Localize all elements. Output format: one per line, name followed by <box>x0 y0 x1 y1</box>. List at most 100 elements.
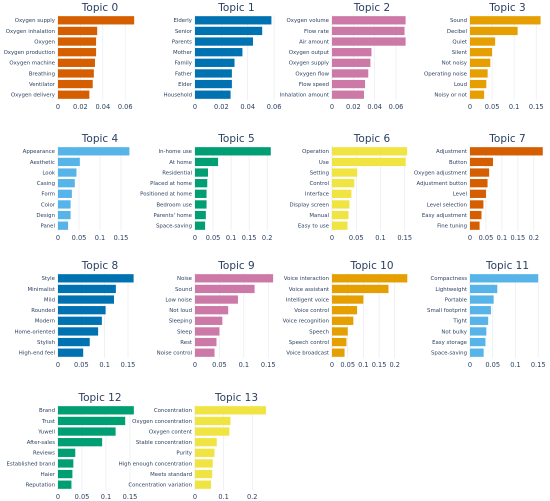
category-label: Concentration variation <box>128 483 192 489</box>
bar <box>332 306 358 315</box>
bar <box>332 48 372 57</box>
category-label: Adjustment <box>436 149 467 155</box>
x-tick-label: 0.1 <box>239 361 250 369</box>
x-tick-label: 0.05 <box>340 361 355 369</box>
topic-panel-5: Topic 5 In-home use At home Residential Plac… <box>140 133 272 242</box>
x-tick-label: 0 <box>56 493 60 501</box>
category-label: Oxygen volume <box>287 18 330 24</box>
category-label: Speech <box>309 329 329 335</box>
bar <box>58 427 116 436</box>
bar <box>332 90 364 99</box>
x-tick-label: 0 <box>193 361 197 369</box>
bar <box>470 69 488 78</box>
bar <box>470 210 482 220</box>
category-label: Elderly <box>173 18 192 24</box>
bar <box>332 221 348 230</box>
bar <box>58 69 94 78</box>
category-label: Operating noise <box>424 71 468 77</box>
category-label: Rest <box>180 340 192 346</box>
bar <box>470 179 488 188</box>
bar <box>332 295 364 304</box>
topic-panel-9: Topic 9 Noise Sound Low noise Not loud Sleepi… <box>157 260 276 369</box>
x-tick-label: 0.1 <box>497 234 508 242</box>
category-label: Easy to use <box>298 224 330 230</box>
topic-panel-0: Topic 0 Oxygen supply Oxygen inhalation Oxy… <box>4 2 135 111</box>
bar <box>58 416 126 426</box>
x-tick-label: 0.04 <box>95 103 110 111</box>
category-label: Voice control <box>294 308 329 314</box>
bar <box>58 37 97 46</box>
bar <box>195 406 266 415</box>
x-tick-label: 0.06 <box>267 103 282 111</box>
bar <box>470 48 493 57</box>
bar <box>470 168 490 177</box>
x-tick-label: 0.02 <box>214 103 229 111</box>
bar <box>195 210 206 220</box>
category-label: High-end feel <box>19 351 55 357</box>
topic-panel-12: Topic 12 Brand Trust Yuwell After-sales Revie… <box>6 392 137 501</box>
category-label: Appearance <box>23 149 56 155</box>
category-label: Household <box>163 93 192 99</box>
bar <box>58 157 80 167</box>
x-tick-label: 0.15 <box>114 234 129 242</box>
panel-title: Topic 2 <box>353 2 390 14</box>
panel-title: Topic 6 <box>353 133 391 145</box>
x-tick-label: 0.1 <box>95 234 106 242</box>
bar <box>58 480 72 489</box>
category-label: Haier <box>41 472 56 478</box>
bar <box>332 179 355 188</box>
x-tick-label: 0.1 <box>99 361 110 369</box>
x-tick-label: 0.1 <box>358 361 369 369</box>
panel-title: Topic 7 <box>488 133 525 145</box>
x-tick-label: 0 <box>330 103 334 111</box>
category-label: Oxygen delivery <box>11 93 56 99</box>
bar <box>195 168 208 177</box>
category-label: Space-saving <box>156 224 192 230</box>
category-label: Yuwell <box>37 429 55 435</box>
bar <box>58 200 71 209</box>
x-tick-label: 0 <box>330 234 334 242</box>
category-label: Elder <box>178 82 193 88</box>
category-label: Parents' home <box>153 213 192 219</box>
panel-title: Topic 12 <box>77 392 121 404</box>
x-tick-label: 0.1 <box>226 234 237 242</box>
x-tick-label: 0 <box>193 103 197 111</box>
x-tick-label: 0.2 <box>262 234 273 242</box>
category-label: Family <box>175 61 193 67</box>
x-tick-label: 0 <box>468 234 472 242</box>
bar <box>470 58 491 67</box>
x-tick-label: 0 <box>468 103 472 111</box>
category-label: Brand <box>39 408 55 414</box>
category-label: Sound <box>175 287 192 293</box>
category-label: Meets standard <box>150 472 192 478</box>
category-label: Design <box>36 213 55 219</box>
bar <box>470 79 487 89</box>
bar <box>58 448 76 457</box>
bar <box>195 221 206 230</box>
panel-title: Topic 1 <box>217 2 254 14</box>
bar <box>195 438 217 447</box>
bar <box>58 168 77 177</box>
bar <box>58 79 93 89</box>
category-label: Form <box>41 192 55 198</box>
bar <box>332 16 406 25</box>
bar <box>58 221 69 230</box>
bar <box>58 58 95 67</box>
category-label: Lightweight <box>435 287 467 293</box>
x-tick-label: 0.15 <box>123 493 138 501</box>
bar <box>470 157 493 167</box>
bar <box>58 210 71 220</box>
bar <box>470 337 486 347</box>
x-tick-label: 0.15 <box>531 361 546 369</box>
bar <box>470 348 484 357</box>
bar <box>195 274 274 283</box>
bar <box>332 189 352 198</box>
panel-title: Topic 8 <box>81 260 118 272</box>
x-tick-label: 0 <box>56 103 60 111</box>
x-tick-label: 0 <box>56 234 60 242</box>
category-label: Residential <box>162 170 192 176</box>
x-tick-label: 0.05 <box>485 361 500 369</box>
x-tick-label: 0.04 <box>240 103 255 111</box>
bar <box>332 337 347 347</box>
category-label: Parents <box>172 39 192 45</box>
